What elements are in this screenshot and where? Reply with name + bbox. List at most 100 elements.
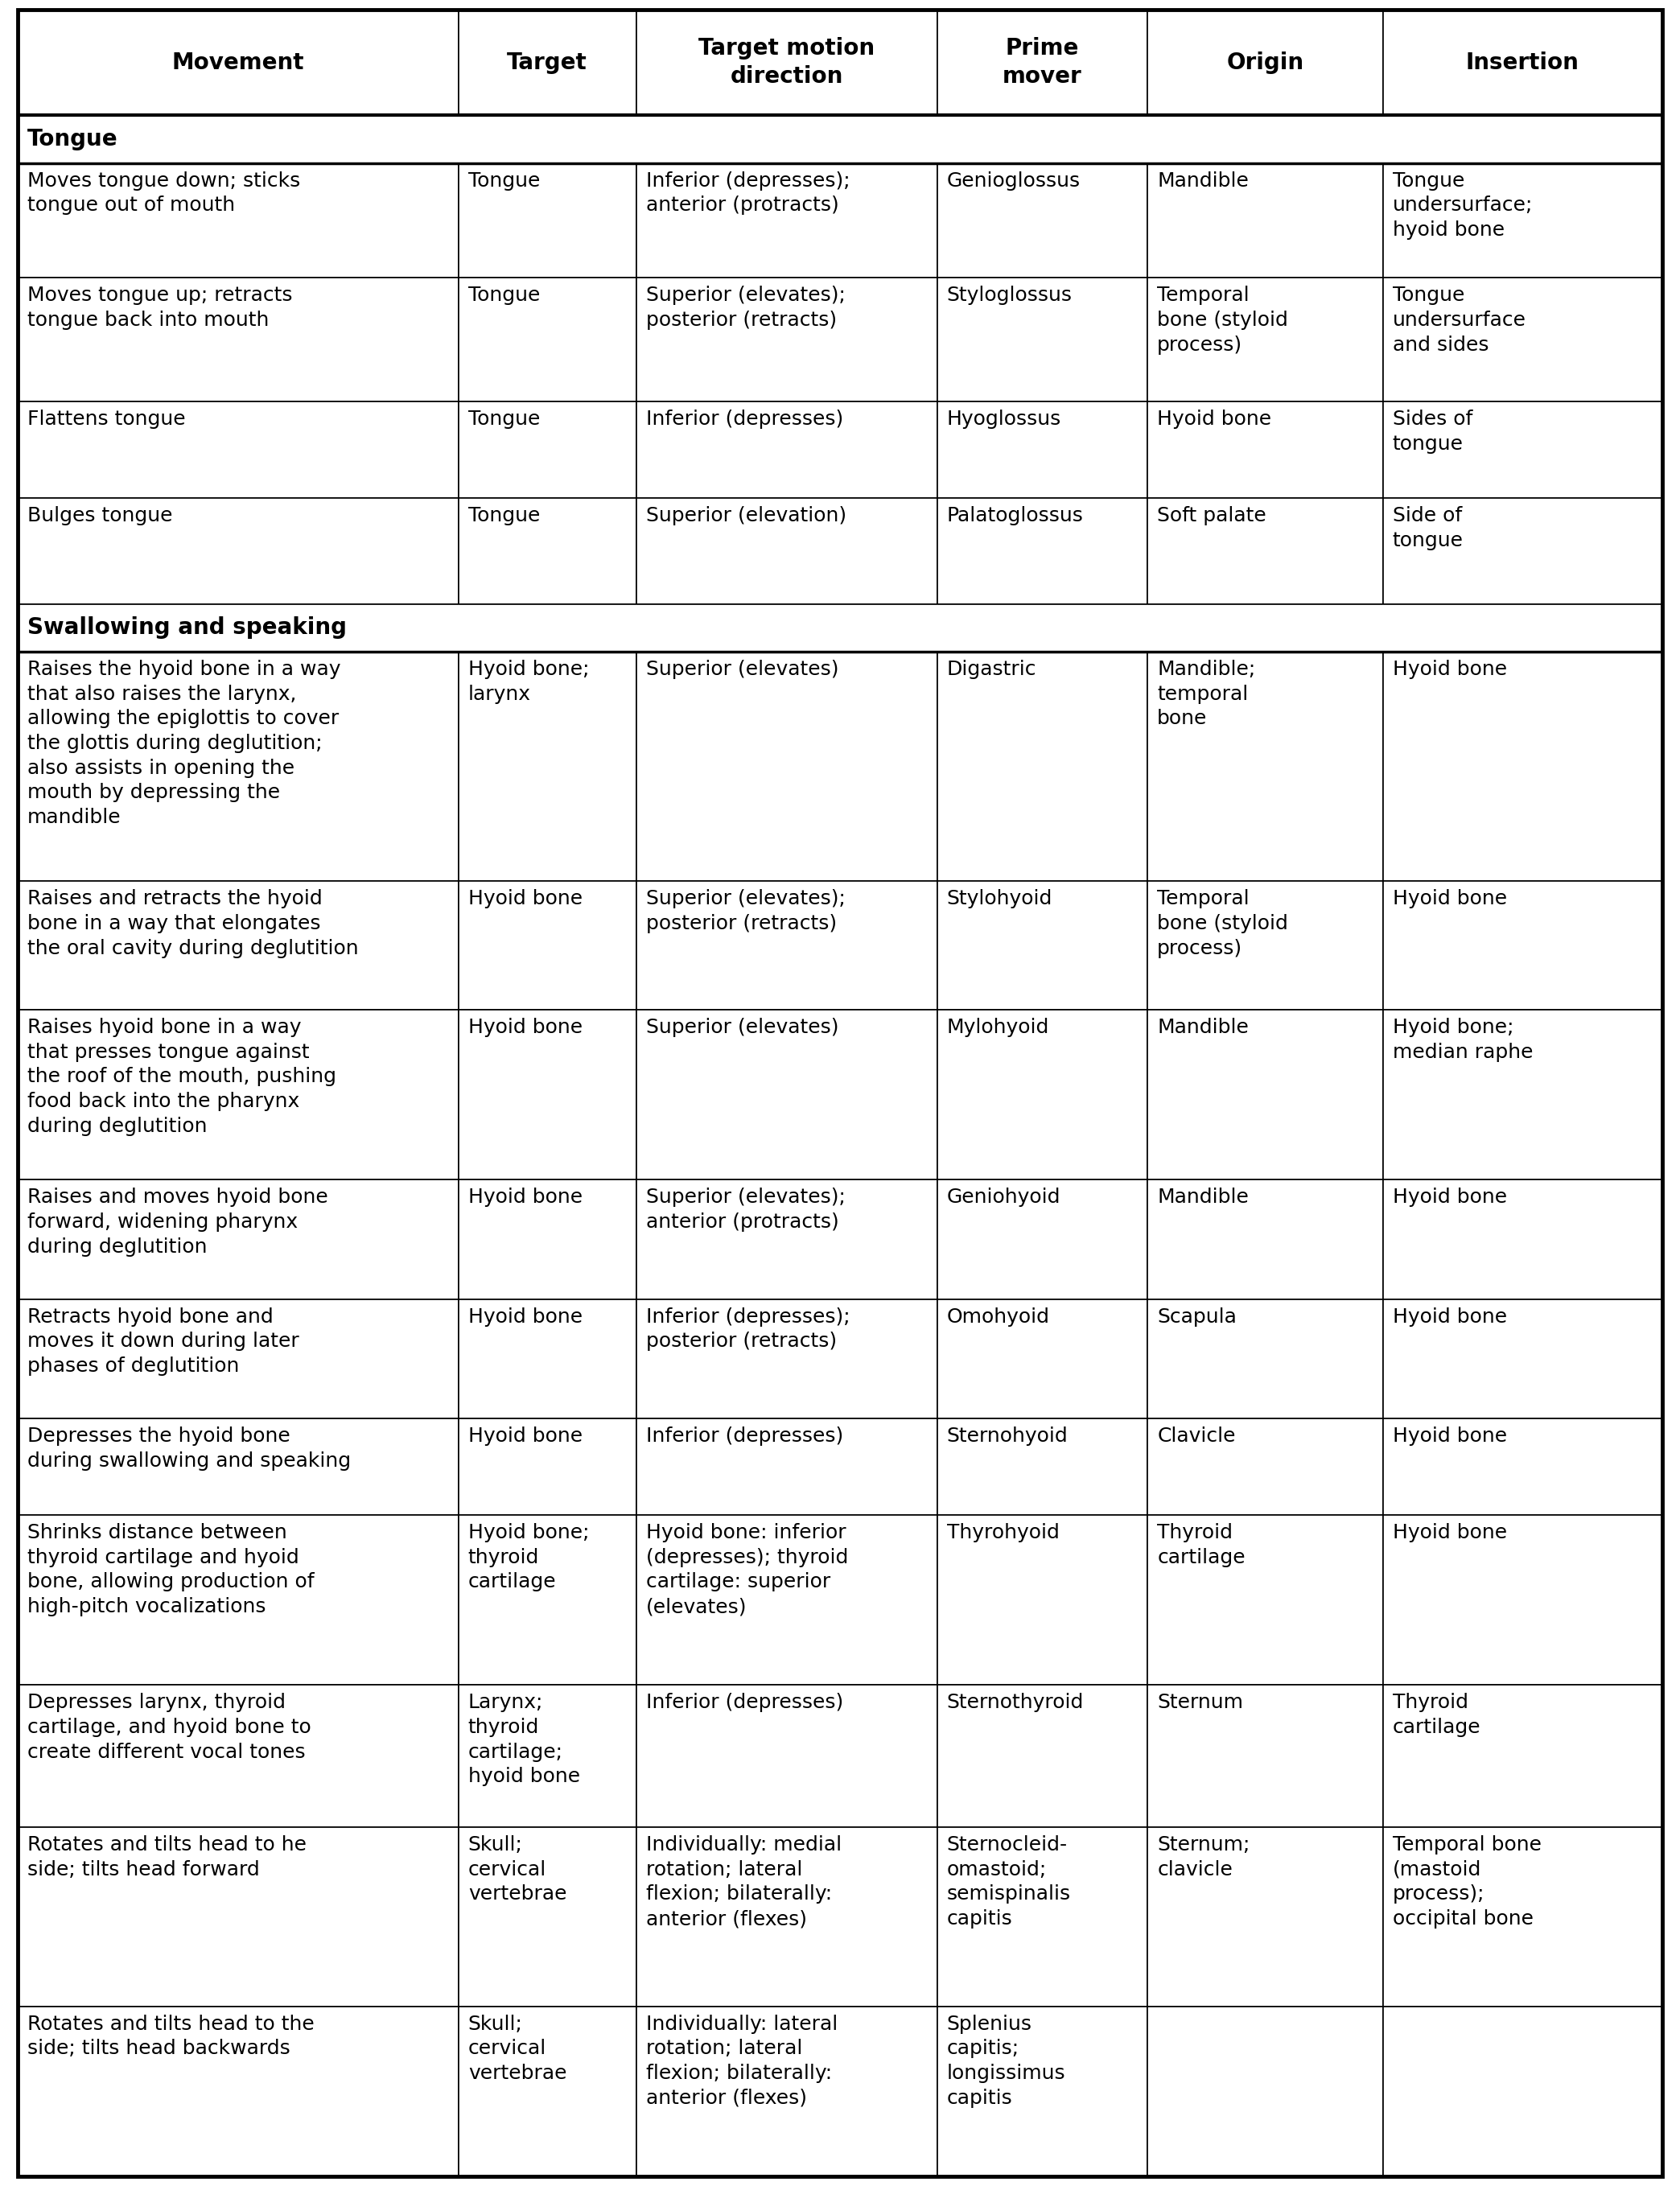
Text: Shrinks distance between
thyroid cartilage and hyoid
bone, allowing production o: Shrinks distance between thyroid cartila… [27, 1524, 314, 1615]
Bar [937, 9, 1147, 116]
Bar [937, 651, 1147, 881]
Bar [1147, 1827, 1383, 2007]
Text: Hyoid bone: Hyoid bone [469, 1427, 583, 1445]
Text: Hyoid bone: Hyoid bone [1393, 890, 1507, 909]
Bar [1383, 278, 1662, 402]
Text: Tongue: Tongue [469, 507, 539, 525]
Text: Soft palate: Soft palate [1158, 507, 1267, 525]
Text: Inferior (depresses): Inferior (depresses) [645, 411, 843, 428]
Text: Mandible: Mandible [1158, 171, 1248, 190]
Text: Tongue
undersurface
and sides: Tongue undersurface and sides [1393, 286, 1525, 354]
Bar [459, 1685, 637, 1827]
Bar [937, 1180, 1147, 1298]
Bar [637, 1298, 937, 1419]
Bar [18, 1298, 459, 1419]
Bar [937, 402, 1147, 498]
Text: Inferior (depresses);
posterior (retracts): Inferior (depresses); posterior (retract… [645, 1307, 850, 1351]
Text: Skull;
cervical
vertebrae: Skull; cervical vertebrae [469, 1836, 566, 1904]
Bar [1383, 1180, 1662, 1298]
Text: Retracts hyoid bone and
moves it down during later
phases of deglutition: Retracts hyoid bone and moves it down du… [27, 1307, 299, 1375]
Bar [18, 498, 459, 603]
Bar [459, 9, 637, 116]
Bar [1147, 1180, 1383, 1298]
Bar [937, 2007, 1147, 2177]
Text: Raises and retracts the hyoid
bone in a way that elongates
the oral cavity durin: Raises and retracts the hyoid bone in a … [27, 890, 358, 957]
Bar [1147, 1515, 1383, 1685]
Text: Hyoid bone: Hyoid bone [1393, 1187, 1507, 1207]
Bar [637, 651, 937, 881]
Bar [18, 603, 1662, 651]
Text: Hyoid bone: Hyoid bone [1158, 411, 1272, 428]
Bar [937, 1419, 1147, 1515]
Text: Scapula: Scapula [1158, 1307, 1236, 1327]
Bar [459, 1010, 637, 1180]
Bar [637, 164, 937, 278]
Bar [459, 1419, 637, 1515]
Bar [1147, 498, 1383, 603]
Text: Inferior (depresses): Inferior (depresses) [645, 1427, 843, 1445]
Text: Individually: lateral
rotation; lateral
flexion; bilaterally:
anterior (flexes): Individually: lateral rotation; lateral … [645, 2015, 837, 2107]
Text: Hyoid bone;
thyroid
cartilage: Hyoid bone; thyroid cartilage [469, 1524, 590, 1591]
Bar [459, 1827, 637, 2007]
Text: Inferior (depresses): Inferior (depresses) [645, 1692, 843, 1712]
Text: Mandible: Mandible [1158, 1187, 1248, 1207]
Bar [937, 498, 1147, 603]
Bar [459, 278, 637, 402]
Text: Styloglossus: Styloglossus [948, 286, 1072, 306]
Text: Hyoid bone: Hyoid bone [1393, 1524, 1507, 1543]
Bar [459, 1298, 637, 1419]
Bar [459, 498, 637, 603]
Text: Splenius
capitis;
longissimus
capitis: Splenius capitis; longissimus capitis [948, 2015, 1065, 2107]
Bar [1383, 651, 1662, 881]
Text: Tongue: Tongue [469, 411, 539, 428]
Text: Sternum: Sternum [1158, 1692, 1243, 1712]
Bar [1383, 1010, 1662, 1180]
Bar [937, 1515, 1147, 1685]
Text: Superior (elevates): Superior (elevates) [645, 660, 838, 680]
Text: Genioglossus: Genioglossus [948, 171, 1080, 190]
Bar [1383, 1419, 1662, 1515]
Bar [18, 1685, 459, 1827]
Text: Sternohyoid: Sternohyoid [948, 1427, 1068, 1445]
Text: Superior (elevates): Superior (elevates) [645, 1019, 838, 1036]
Text: Swallowing and speaking: Swallowing and speaking [27, 616, 346, 638]
Text: Stylohyoid: Stylohyoid [948, 890, 1052, 909]
Text: Mylohyoid: Mylohyoid [948, 1019, 1050, 1036]
Bar [1383, 498, 1662, 603]
Text: Sternothyroid: Sternothyroid [948, 1692, 1084, 1712]
Bar [18, 1827, 459, 2007]
Text: Target: Target [507, 50, 588, 74]
Bar [937, 278, 1147, 402]
Text: Hyoid bone: Hyoid bone [1393, 1427, 1507, 1445]
Bar [1147, 2007, 1383, 2177]
Bar [637, 1827, 937, 2007]
Bar [1147, 1419, 1383, 1515]
Text: Moves tongue down; sticks
tongue out of mouth: Moves tongue down; sticks tongue out of … [27, 171, 301, 214]
Text: Hyoid bone;
median raphe: Hyoid bone; median raphe [1393, 1019, 1532, 1062]
Bar [637, 278, 937, 402]
Bar [937, 1827, 1147, 2007]
Text: Hyoid bone: Hyoid bone [469, 1019, 583, 1036]
Text: Hyoid bone: Hyoid bone [469, 1307, 583, 1327]
Text: Thyroid
cartilage: Thyroid cartilage [1393, 1692, 1480, 1738]
Bar [1147, 1685, 1383, 1827]
Bar [637, 1419, 937, 1515]
Bar [1147, 1298, 1383, 1419]
Text: Raises hyoid bone in a way
that presses tongue against
the roof of the mouth, pu: Raises hyoid bone in a way that presses … [27, 1019, 336, 1137]
Bar [637, 1685, 937, 1827]
Text: Temporal bone
(mastoid
process);
occipital bone: Temporal bone (mastoid process); occipit… [1393, 1836, 1541, 1928]
Text: Bulges tongue: Bulges tongue [27, 507, 173, 525]
Text: Digastric: Digastric [948, 660, 1037, 680]
Bar [1383, 1685, 1662, 1827]
Text: Flattens tongue: Flattens tongue [27, 411, 185, 428]
Bar [18, 881, 459, 1010]
Bar [937, 881, 1147, 1010]
Text: Hyoid bone: Hyoid bone [1393, 660, 1507, 680]
Bar [1147, 9, 1383, 116]
Text: Side of
tongue: Side of tongue [1393, 507, 1463, 551]
Bar [459, 164, 637, 278]
Text: Mandible: Mandible [1158, 1019, 1248, 1036]
Text: Hyoid bone: Hyoid bone [1393, 1307, 1507, 1327]
Bar [1383, 402, 1662, 498]
Bar [1147, 278, 1383, 402]
